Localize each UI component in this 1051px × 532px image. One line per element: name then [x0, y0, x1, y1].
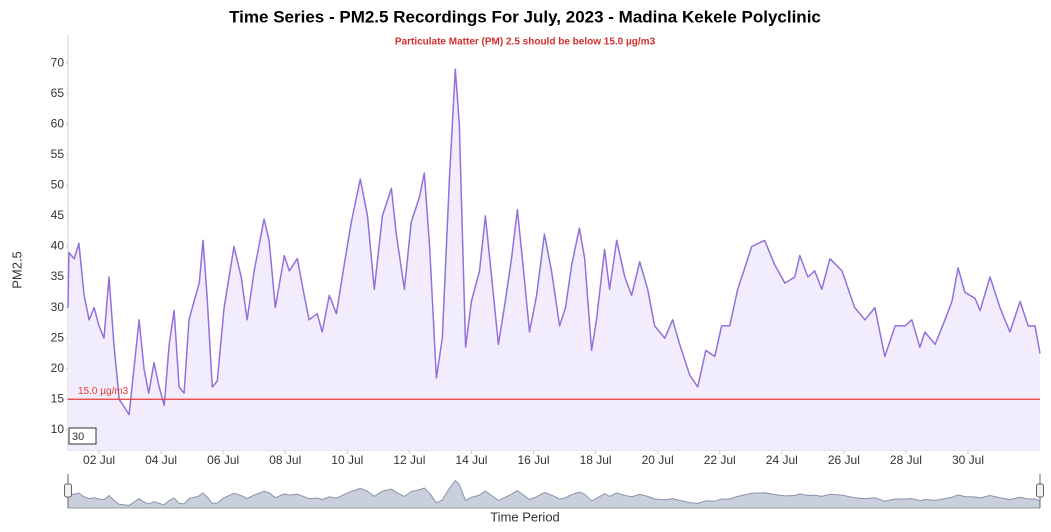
y-tick-label: 55 — [51, 147, 65, 161]
x-tick-label: 22 Jul — [704, 453, 736, 467]
x-tick-label: 30 Jul — [952, 453, 984, 467]
x-tick-label: 12 Jul — [393, 453, 425, 467]
chart-title: Time Series - PM2.5 Recordings For July,… — [229, 7, 821, 26]
x-tick-label: 02 Jul — [83, 453, 115, 467]
x-tick-label: 24 Jul — [766, 453, 798, 467]
y-tick-label: 30 — [51, 300, 65, 314]
x-tick-label: 18 Jul — [580, 453, 612, 467]
x-tick-label: 28 Jul — [890, 453, 922, 467]
y-tick-label: 10 — [51, 422, 65, 436]
rolling-period-box — [68, 427, 97, 445]
navigator-line — [67, 480, 1041, 506]
threshold-label: 15.0 µg/m3 — [78, 386, 129, 397]
series-area — [68, 69, 1040, 450]
navigator-handle-grip — [64, 483, 72, 498]
y-tick-label: 70 — [51, 55, 65, 69]
y-tick-label: 45 — [51, 208, 65, 222]
navigator-handle-grip — [1036, 483, 1044, 498]
x-axis-label: Time Period — [490, 509, 560, 524]
y-tick-label: 15 — [51, 391, 65, 405]
x-tick-label: 04 Jul — [145, 453, 177, 467]
rolling-period-value: 30 — [72, 431, 84, 443]
x-tick-label: 16 Jul — [518, 453, 550, 467]
y-axis-label: PM2.5 — [9, 251, 24, 289]
x-tick-label: 20 Jul — [642, 453, 674, 467]
x-tick-label: 06 Jul — [207, 453, 239, 467]
navigator-handle[interactable] — [1036, 474, 1044, 508]
navigator-area — [68, 480, 1040, 508]
y-tick-label: 25 — [51, 330, 65, 344]
navigator-handle[interactable] — [64, 474, 72, 508]
y-tick-label: 65 — [51, 86, 65, 100]
rolling-period-input[interactable]: 30 — [68, 427, 97, 445]
y-tick-label: 35 — [51, 269, 65, 283]
y-tick-label: 50 — [51, 178, 65, 192]
series-line — [67, 68, 1041, 416]
x-tick-label: 26 Jul — [828, 453, 860, 467]
x-tick-label: 08 Jul — [269, 453, 301, 467]
chart-subtitle: Particulate Matter (PM) 2.5 should be be… — [395, 37, 656, 48]
y-tick-label: 60 — [51, 116, 65, 130]
x-tick-label: 14 Jul — [455, 453, 487, 467]
y-tick-label: 20 — [51, 361, 65, 375]
y-tick-label: 40 — [51, 239, 65, 253]
x-tick-label: 10 Jul — [331, 453, 363, 467]
